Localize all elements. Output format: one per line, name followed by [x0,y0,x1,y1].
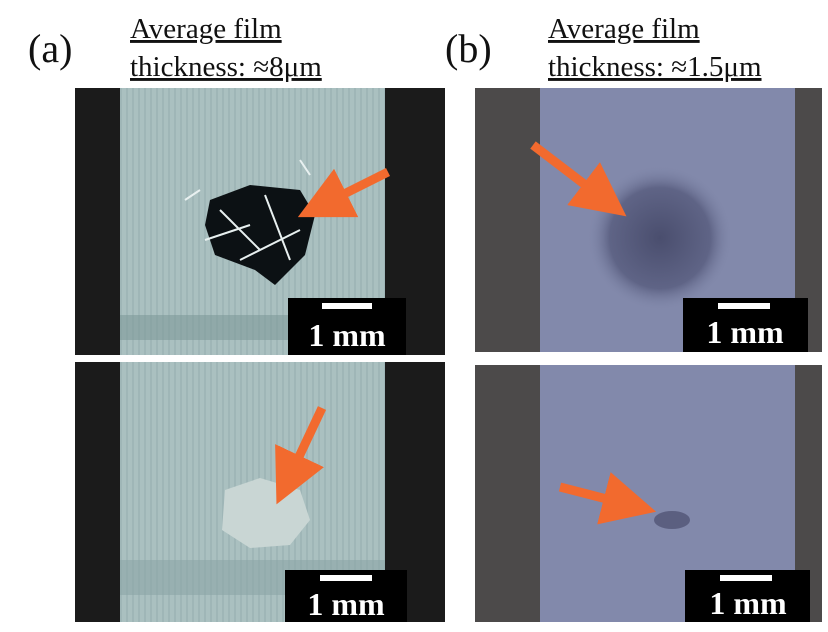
scale-bar: 1 mm [288,298,406,355]
panel-label: (a) [28,26,72,71]
figure: (a) Average film thickness: ≈8μm (b) Ave… [0,0,828,632]
caption: Average film [130,13,282,45]
caption: thickness: ≈8μm [130,51,322,83]
scale-label: 1 mm [308,317,386,353]
panel-label: (b) [445,26,492,71]
scale-label: 1 mm [706,314,784,350]
caption: Average film [548,13,700,45]
scale-label: 1 mm [709,585,787,621]
scale-bar: 1 mm [285,570,407,622]
scale-bar: 1 mm [683,298,808,352]
scale-bar: 1 mm [685,570,810,622]
scale-label: 1 mm [307,586,385,622]
caption: thickness: ≈1.5μm [548,51,762,83]
